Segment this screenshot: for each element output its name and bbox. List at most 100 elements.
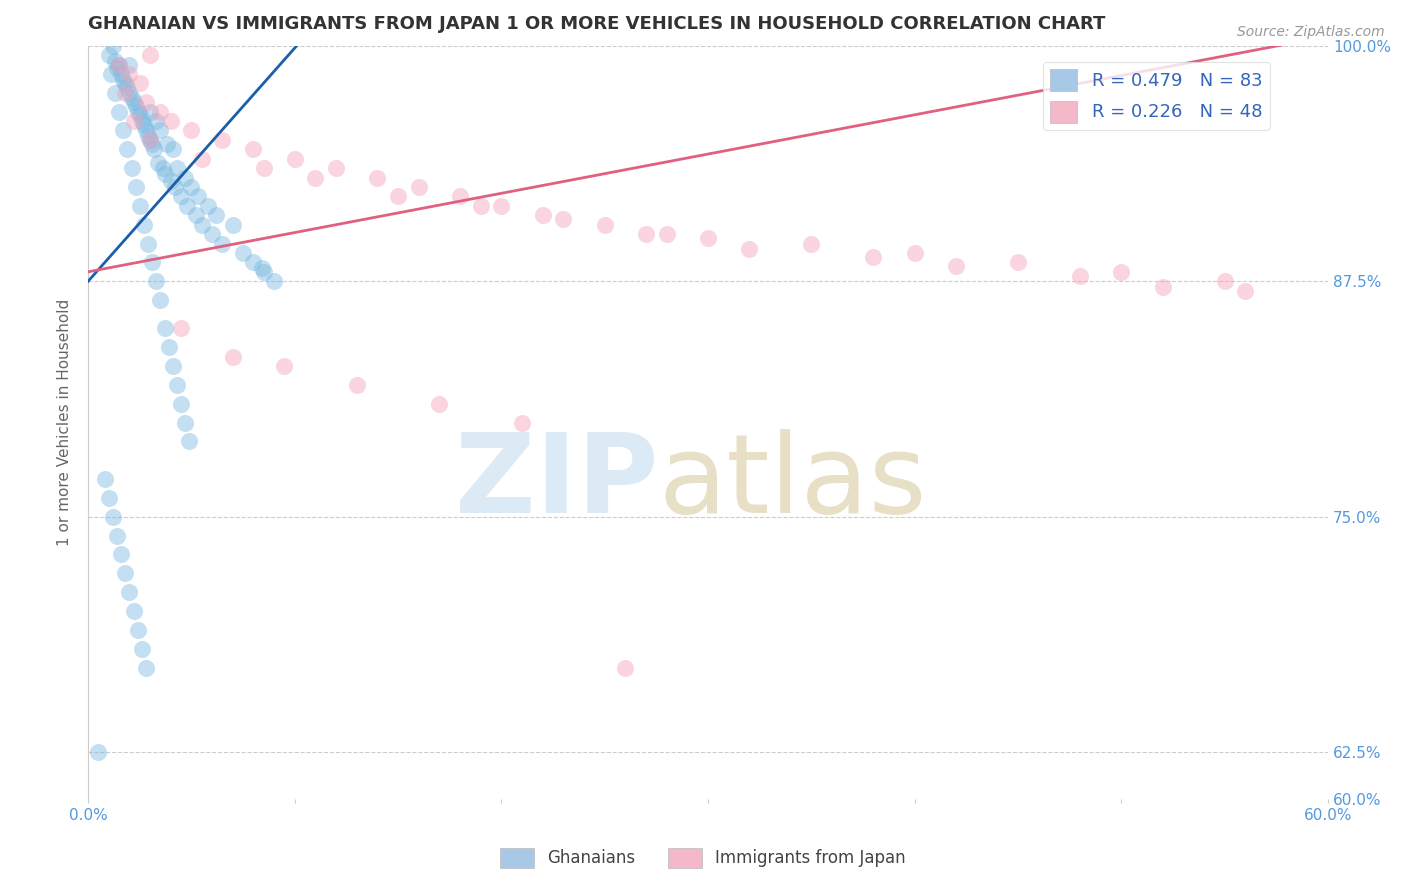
Point (93, 472, 115, 486)
Point (127, 104, 149, 119)
Point (135, 95, 157, 110)
Point (157, 340, 180, 354)
Point (156, 136, 179, 151)
Point (531, 208, 554, 222)
Point (211, 133, 233, 147)
Point (1213, 274, 1236, 288)
Point (112, 123, 135, 137)
Point (105, 62, 128, 76)
Point (862, 250, 884, 264)
Point (104, 86, 127, 100)
Text: Source: ZipAtlas.com: Source: ZipAtlas.com (1237, 25, 1385, 39)
Point (125, 180, 148, 194)
Point (114, 86, 136, 100)
Point (121, 161, 143, 176)
Point (132, 218, 155, 232)
Point (470, 199, 492, 213)
Point (191, 218, 214, 232)
Point (162, 359, 184, 373)
Point (122, 114, 145, 128)
Point (148, 155, 170, 169)
Point (250, 260, 273, 275)
Point (136, 236, 159, 251)
Point (131, 114, 153, 128)
Point (110, 548, 132, 562)
Point (153, 167, 176, 181)
Point (697, 231, 720, 245)
Point (108, 104, 131, 119)
Point (187, 189, 209, 203)
Point (128, 76, 150, 90)
Point (159, 114, 181, 128)
Point (273, 359, 295, 373)
Point (139, 133, 162, 147)
Point (800, 236, 823, 251)
Point (127, 623, 149, 637)
Point (170, 321, 193, 335)
Point (904, 246, 927, 260)
Point (141, 255, 163, 269)
Point (108, 57, 131, 71)
Point (1152, 280, 1174, 294)
Point (97, 48, 120, 62)
Point (145, 274, 167, 288)
Point (205, 208, 228, 222)
Point (128, 108, 150, 122)
Point (166, 161, 188, 176)
Point (614, 660, 637, 674)
Point (510, 416, 533, 430)
Point (118, 585, 141, 599)
Point (176, 199, 198, 213)
Point (117, 142, 139, 156)
Point (1111, 265, 1133, 279)
Point (152, 161, 174, 176)
Point (149, 104, 172, 119)
Point (141, 136, 163, 151)
Point (387, 189, 409, 203)
Point (145, 114, 167, 128)
Text: ZIP: ZIP (456, 429, 658, 536)
Point (636, 227, 658, 241)
Point (253, 161, 276, 176)
Point (179, 434, 201, 449)
Text: atlas: atlas (658, 429, 927, 536)
Point (122, 604, 145, 618)
Point (191, 152, 214, 166)
Point (242, 255, 264, 269)
Point (101, 38, 124, 53)
Point (135, 123, 157, 137)
Point (100, 67, 122, 81)
Point (201, 227, 224, 241)
Point (87, 745, 110, 759)
Point (222, 350, 245, 364)
Point (222, 218, 245, 232)
Point (304, 170, 326, 185)
Point (211, 236, 233, 251)
Text: GHANAIAN VS IMMIGRANTS FROM JAPAN 1 OR MORE VEHICLES IN HOUSEHOLD CORRELATION CH: GHANAIAN VS IMMIGRANTS FROM JAPAN 1 OR M… (89, 15, 1105, 33)
Point (184, 208, 207, 222)
Point (284, 152, 307, 166)
Legend: R = 0.479   N = 83, R = 0.226   N = 48: R = 0.479 N = 83, R = 0.226 N = 48 (1043, 62, 1270, 129)
Point (132, 118, 155, 132)
Point (136, 129, 159, 144)
Point (153, 321, 176, 335)
Point (117, 80, 139, 95)
Point (738, 242, 761, 256)
Point (139, 133, 162, 147)
Point (166, 377, 188, 392)
Point (325, 161, 347, 176)
Point (1234, 284, 1257, 298)
Point (105, 528, 128, 542)
Point (163, 180, 186, 194)
Point (118, 67, 141, 81)
Point (449, 189, 471, 203)
Legend: Ghanaians, Immigrants from Japan: Ghanaians, Immigrants from Japan (494, 841, 912, 875)
Point (263, 274, 285, 288)
Point (180, 180, 202, 194)
Point (253, 265, 276, 279)
Point (159, 174, 181, 188)
Point (491, 199, 513, 213)
Point (197, 199, 219, 213)
Point (122, 95, 145, 110)
Point (143, 142, 166, 156)
